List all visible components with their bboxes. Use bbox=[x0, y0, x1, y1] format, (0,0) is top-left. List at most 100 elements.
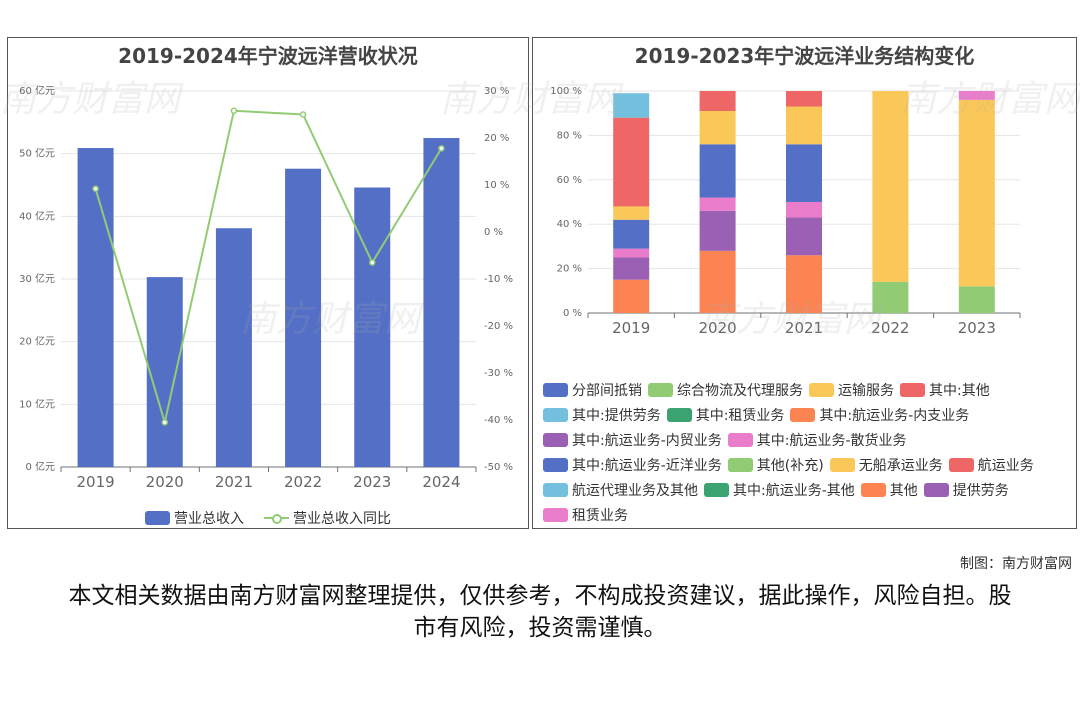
x-tick-label: 2023 bbox=[353, 473, 391, 491]
yoy-point bbox=[438, 145, 445, 152]
legend-item[interactable]: 综合物流及代理服务 bbox=[648, 380, 803, 399]
legend-item[interactable]: 租赁业务 bbox=[543, 505, 628, 524]
y-tick-label: 40 % bbox=[557, 219, 582, 230]
legend-label: 其中:航运业务-近洋业务 bbox=[572, 457, 722, 474]
legend-label: 运输服务 bbox=[838, 382, 894, 399]
legend-swatch bbox=[543, 507, 568, 522]
legend-item[interactable]: 其他(补充) bbox=[727, 455, 824, 474]
stacked-bar-segment bbox=[786, 144, 822, 202]
yoy-point bbox=[369, 259, 376, 266]
legend-item[interactable]: 其中:其他 bbox=[900, 380, 990, 399]
y-left-tick-label: 10 亿元 bbox=[19, 397, 55, 410]
y-right-tick-label: 20 % bbox=[484, 133, 509, 144]
stacked-bar-segment bbox=[786, 202, 822, 218]
legend-item[interactable]: 其中:租赁业务 bbox=[666, 405, 785, 424]
legend-label: 营业总收入 bbox=[174, 511, 244, 527]
legend-item[interactable]: 提供劳务 bbox=[923, 480, 1009, 499]
y-right-tick-label: -10 % bbox=[484, 274, 513, 285]
legend-swatch bbox=[145, 511, 170, 525]
yoy-line bbox=[94, 109, 443, 427]
revenue-bar bbox=[285, 168, 322, 467]
y-left-tick-label: 60 亿元 bbox=[19, 84, 55, 97]
legend-item[interactable]: 其中:航运业务-内支业务 bbox=[790, 405, 969, 424]
stacked-bar-segment bbox=[786, 91, 822, 107]
legend-item[interactable]: 分部间抵销 bbox=[543, 380, 642, 399]
legend-label: 其他(补充) bbox=[756, 457, 824, 474]
revenue-bar bbox=[77, 148, 114, 467]
x-tick-label: 2024 bbox=[422, 473, 460, 491]
legend-swatch bbox=[790, 407, 816, 422]
legend-label: 其中:航运业务-散货业务 bbox=[756, 432, 907, 449]
yoy-point bbox=[92, 185, 99, 193]
legend-label: 其中:租赁业务 bbox=[695, 407, 785, 424]
legend-swatch bbox=[704, 482, 729, 497]
stacked-bar-segment bbox=[958, 99, 995, 287]
y-left-tick-label: 40 亿元 bbox=[19, 209, 55, 222]
stacked-bar-segment bbox=[872, 281, 909, 313]
legend-item[interactable]: 营业总收入 bbox=[145, 508, 244, 528]
revenue-bar bbox=[423, 138, 460, 467]
legend-label: 租赁业务 bbox=[572, 507, 628, 524]
chart-credit: 制图：南方财富网 bbox=[960, 556, 1072, 572]
revenue-chart-legend: 营业总收入 营业总收入同比 bbox=[8, 508, 528, 529]
legend-swatch bbox=[727, 457, 753, 472]
stacked-bar-segment bbox=[613, 257, 650, 280]
x-tick-label: 2022 bbox=[284, 473, 322, 491]
y-right-tick-label: 0 % bbox=[484, 227, 503, 238]
y-left-tick-label: 50 亿元 bbox=[19, 147, 55, 160]
structure-chart-legend: 分部间抵销 综合物流及代理服务 运输服务 其中:其他 其中:提供劳务 其中:租赁业务 其中:… bbox=[543, 380, 1073, 530]
stacked-bar-segment bbox=[613, 248, 650, 258]
revenue-chart-title: 2019-2024年宁波远洋营收状况 bbox=[118, 44, 418, 68]
legend-label: 无船承运业务 bbox=[858, 457, 943, 474]
legend-swatch bbox=[727, 432, 753, 447]
stacked-bar-segment bbox=[958, 286, 995, 313]
legend-item[interactable]: 营业总收入同比 bbox=[264, 508, 391, 528]
stacked-bar-segment bbox=[786, 255, 822, 313]
legend-item[interactable]: 其中:航运业务-内贸业务 bbox=[543, 430, 722, 449]
legend-item[interactable]: 其中:提供劳务 bbox=[543, 405, 661, 424]
stacked-bar-segment bbox=[786, 106, 822, 145]
legend-item[interactable]: 无船承运业务 bbox=[829, 455, 943, 474]
x-tick-label: 2022 bbox=[871, 319, 909, 337]
legend-item[interactable]: 航运代理业务及其他 bbox=[543, 480, 698, 499]
legend-swatch bbox=[900, 382, 925, 397]
legend-item[interactable]: 航运业务 bbox=[948, 455, 1034, 474]
stacked-bar-segment bbox=[613, 93, 650, 118]
y-tick-label: 100 % bbox=[550, 86, 582, 97]
legend-label: 其中:航运业务-内贸业务 bbox=[572, 432, 722, 449]
y-right-tick-label: 10 % bbox=[484, 180, 509, 191]
stacked-bar-segment bbox=[872, 91, 909, 282]
revenue-bar bbox=[215, 228, 252, 467]
stacked-bar-segment bbox=[613, 206, 650, 220]
legend-label: 综合物流及代理服务 bbox=[677, 382, 803, 399]
legend-item[interactable]: 运输服务 bbox=[809, 380, 894, 399]
y-left-tick-label: 30 亿元 bbox=[19, 272, 55, 285]
legend-label: 其中:提供劳务 bbox=[572, 407, 661, 424]
legend-item[interactable]: 其中:航运业务-散货业务 bbox=[727, 430, 907, 449]
legend-swatch bbox=[543, 482, 568, 497]
structure-chart-panel: 2019-2023年宁波远洋业务结构变化 0 % 20 % 40 % 60 % 80 %… bbox=[532, 37, 1077, 529]
legend-item[interactable]: 其中:航运业务-其他 bbox=[704, 480, 855, 499]
y-tick-label: 20 % bbox=[557, 264, 582, 275]
yoy-point bbox=[299, 111, 307, 118]
legend-item[interactable]: 其他 bbox=[860, 480, 918, 499]
stacked-bar-segment bbox=[699, 250, 736, 313]
stacked-bar-segment bbox=[613, 279, 650, 313]
disclaimer-text: 本文相关数据由南方财富网整理提供，仅供参考，不构成投资建议，据此操作，风险自担。… bbox=[68, 583, 1012, 641]
y-left-tick-label: 20 亿元 bbox=[19, 335, 55, 348]
structure-chart: 0 % 20 % 40 % 60 % 80 % 100 % 2019 2020 2021 2022… bbox=[550, 86, 1021, 337]
revenue-chart: 0 亿元 10 亿元 20 亿元 30 亿元 40 亿元 50 亿元 60 亿元 -50 % -… bbox=[19, 84, 513, 491]
legend-item[interactable]: 其中:航运业务-近洋业务 bbox=[543, 455, 722, 474]
y-left-tick-label: 0 亿元 bbox=[25, 460, 55, 473]
x-tick-label: 2020 bbox=[146, 473, 184, 491]
legend-label: 其中:其他 bbox=[929, 382, 990, 399]
legend-label: 营业总收入同比 bbox=[293, 511, 391, 527]
legend-swatch bbox=[543, 432, 568, 447]
y-tick-label: 80 % bbox=[557, 130, 582, 141]
revenue-bar bbox=[146, 277, 183, 467]
structure-chart-title: 2019-2023年宁波远洋业务结构变化 bbox=[634, 44, 975, 68]
legend-label: 航运代理业务及其他 bbox=[572, 482, 698, 499]
x-tick-label: 2019 bbox=[612, 319, 650, 337]
y-right-tick-label: -40 % bbox=[484, 415, 513, 426]
x-tick-label: 2021 bbox=[785, 319, 823, 337]
